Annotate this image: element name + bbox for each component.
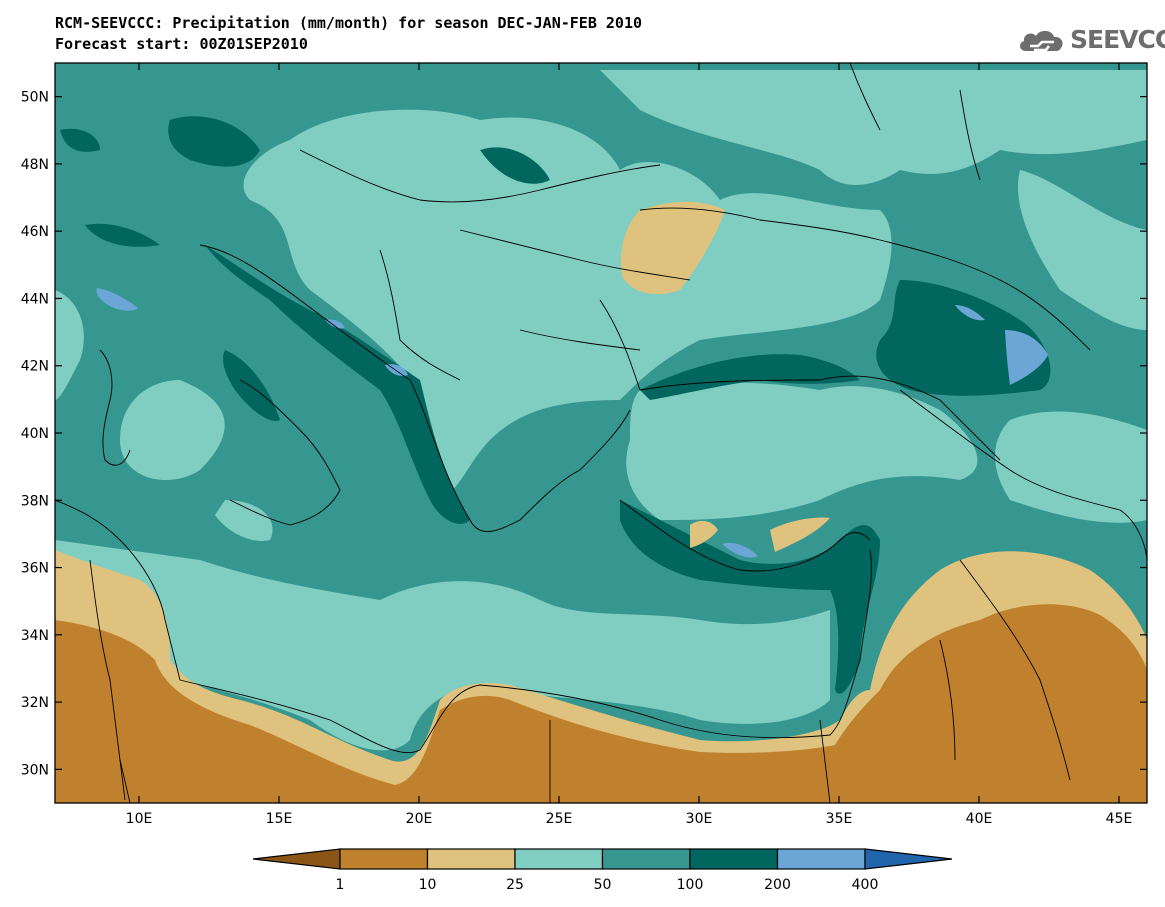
field-1-10 <box>55 604 1147 803</box>
title-line-2: Forecast start: 00Z01SEP2010 <box>55 35 308 53</box>
colorbar-segment <box>689 848 779 870</box>
lat-label: 34N <box>21 628 49 644</box>
lat-label: 40N <box>21 426 49 442</box>
field-25-50 <box>55 70 1147 751</box>
colorbar-label: 1 <box>336 877 345 893</box>
colorbar: 1 10 25 50 100 200 400 <box>252 848 953 893</box>
colorbar-segment <box>601 848 691 870</box>
longitude-axis: 10E 15E 20E 25E 30E 35E 40E 45E <box>126 63 1133 827</box>
colorbar-arrow-low <box>252 848 341 870</box>
colorbar-label: 400 <box>852 877 879 893</box>
lon-label: 20E <box>406 811 433 827</box>
title-line-1: RCM-SEEVCCC: Precipitation (mm/month) fo… <box>55 14 642 32</box>
lat-label: 50N <box>21 90 49 106</box>
lat-label: 44N <box>21 291 49 307</box>
field-200-400 <box>96 288 1048 558</box>
coastlines-borders <box>55 63 1147 803</box>
lon-label: 45E <box>1106 811 1133 827</box>
colorbar-label: 25 <box>506 877 524 893</box>
colorbar-label: 10 <box>419 877 437 893</box>
lon-label: 35E <box>826 811 853 827</box>
lon-label: 30E <box>686 811 713 827</box>
lat-label: 46N <box>21 224 49 240</box>
colorbar-arrow-high <box>864 848 953 870</box>
lat-label: 48N <box>21 157 49 173</box>
lon-label: 25E <box>546 811 573 827</box>
lon-label: 15E <box>266 811 293 827</box>
lon-label: 40E <box>966 811 993 827</box>
seevccc-logo: SEEVCCC <box>1016 24 1165 56</box>
latitude-axis: 50N 48N 46N 44N 42N 40N 38N 36N 34N 32N 30N <box>21 90 1147 778</box>
lat-label: 36N <box>21 561 49 577</box>
logo-text: SEEVCCC <box>1070 25 1165 54</box>
lat-label: 30N <box>21 762 49 778</box>
lat-label: 42N <box>21 359 49 375</box>
colorbar-label: 50 <box>594 877 612 893</box>
colorbar-label: 200 <box>764 877 791 893</box>
colorbar-segment <box>339 848 429 870</box>
colorbar-segment <box>514 848 604 870</box>
lat-label: 38N <box>21 493 49 509</box>
lon-label: 10E <box>126 811 153 827</box>
map-plot-area <box>55 63 1147 803</box>
colorbar-segment <box>426 848 516 870</box>
lat-label: 32N <box>21 695 49 711</box>
cloud-icon <box>1020 30 1063 52</box>
colorbar-label: 100 <box>677 877 704 893</box>
colorbar-segment <box>776 848 866 870</box>
field-100-200 <box>60 116 1051 694</box>
